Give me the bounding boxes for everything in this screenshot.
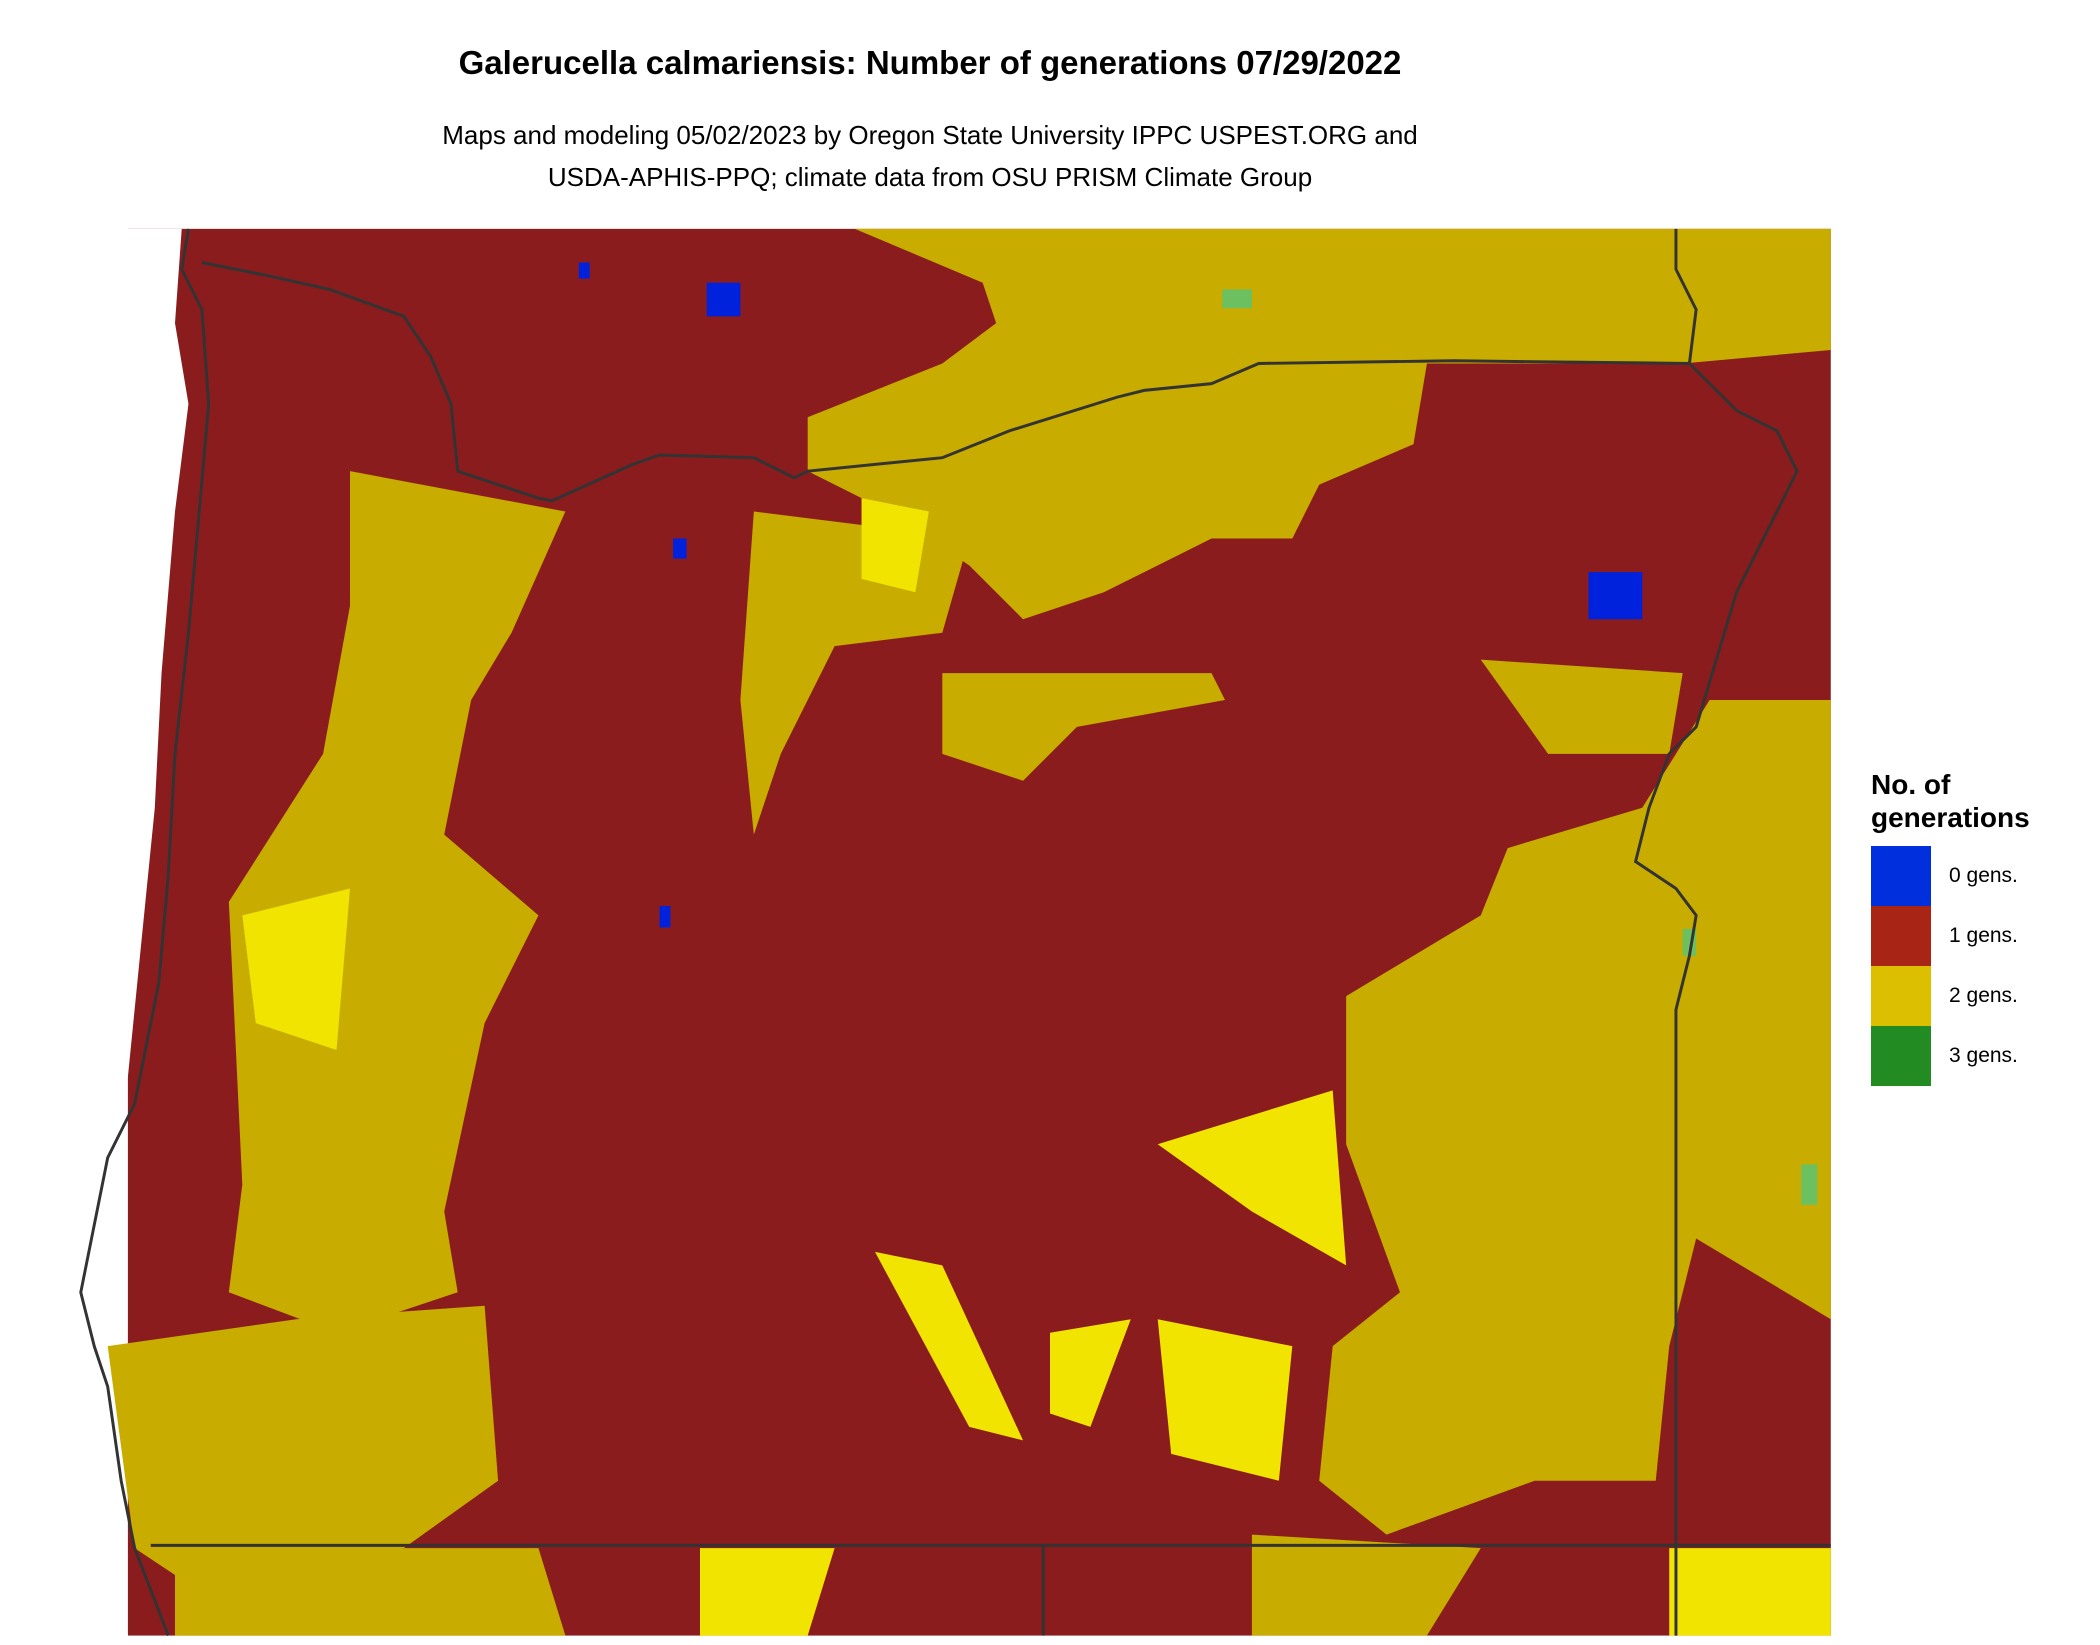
region-2gen-bright-valley xyxy=(242,888,350,1050)
washington-idaho-line xyxy=(1674,228,1698,364)
legend-swatch xyxy=(1871,966,1931,1026)
region-2gen-northeast xyxy=(807,228,1831,620)
region-2gen-central xyxy=(740,511,970,835)
region-2gen-bright-south2 xyxy=(875,1251,1024,1441)
region-3gen-1 xyxy=(1222,289,1252,309)
legend-item-2gen: 2 gens. xyxy=(1871,966,2030,1026)
region-2gen-ne-blob xyxy=(1480,659,1683,754)
region-2gen-bright-se xyxy=(1669,1548,1831,1636)
legend-item-3gen: 3 gens. xyxy=(1871,1026,2030,1086)
map-title: Galerucella calmariensis: Number of gene… xyxy=(458,44,1402,81)
region-0gen-4 xyxy=(659,905,671,928)
legend-item-0gen: 0 gens. xyxy=(1871,846,2030,906)
legend-label: 0 gens. xyxy=(1949,864,2018,887)
map-subtitle-line2: USDA-APHIS-PPQ; climate data from OSU PR… xyxy=(547,162,1313,192)
region-2gen-willamette xyxy=(228,471,566,1333)
region-0gen-2 xyxy=(1588,572,1643,620)
region-2gen-ridge xyxy=(942,673,1225,781)
region-2gen-bright-east xyxy=(1157,1090,1347,1266)
region-2gen-south-b xyxy=(175,1548,566,1636)
legend-swatch xyxy=(1871,846,1931,906)
ocean-mask xyxy=(60,228,189,1636)
legend-label: 1 gens. xyxy=(1949,924,2018,947)
legend-title-line2: generations xyxy=(1871,802,2030,833)
region-2gen-east xyxy=(1319,700,1831,1535)
legend-label: 2 gens. xyxy=(1949,984,2018,1007)
legend-label: 3 gens. xyxy=(1949,1044,2018,1067)
region-0gen-3 xyxy=(673,538,687,559)
region-0gen-5 xyxy=(578,262,590,279)
region-2gen-bright-columbia xyxy=(861,498,929,593)
region-2gen-bright-south1 xyxy=(1157,1319,1293,1481)
legend-swatch xyxy=(1871,906,1931,966)
region-2gen-southwest xyxy=(107,1305,499,1575)
region-2gen-bright-ssw xyxy=(1050,1319,1131,1427)
legend-item-1gen: 1 gens. xyxy=(1871,906,2030,966)
columbia-river-border xyxy=(201,261,1799,1636)
region-2gen-south-a xyxy=(1251,1534,1481,1636)
region-3gen-3 xyxy=(1801,1164,1818,1205)
coastline xyxy=(79,228,211,1637)
map-subtitle-line1: Maps and modeling 05/02/2023 by Oregon S… xyxy=(442,120,1418,150)
region-2gen-bright-south3 xyxy=(700,1548,835,1636)
legend-title-line1: No. of xyxy=(1871,769,1951,800)
legend-swatch xyxy=(1871,1026,1931,1086)
legend-title: No. of generations xyxy=(1871,768,2030,834)
region-0gen-1 xyxy=(706,282,741,317)
legend: No. of generations 0 gens. 1 gens. 2 gen… xyxy=(1871,768,2030,1086)
